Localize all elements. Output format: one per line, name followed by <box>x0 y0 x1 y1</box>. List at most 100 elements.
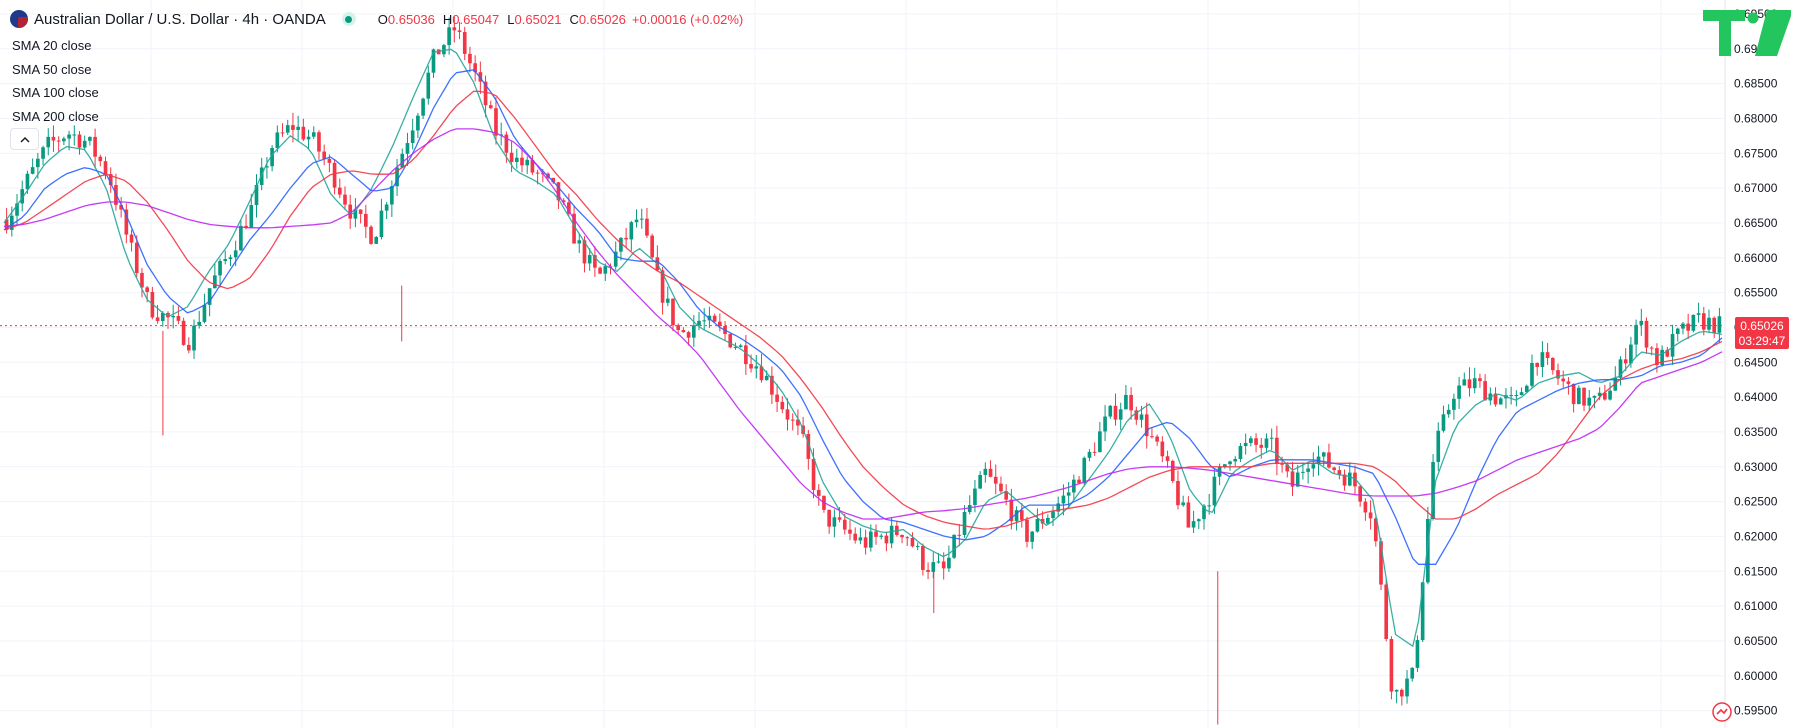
candle-body <box>1524 385 1529 393</box>
candle-body <box>936 561 941 563</box>
candle-body <box>1519 392 1524 395</box>
candle-body <box>1275 437 1279 464</box>
study-sma-50[interactable]: SMA 50 close <box>12 61 92 77</box>
candle-body <box>1540 352 1545 367</box>
candle-body <box>962 512 967 535</box>
candle-body <box>124 209 129 235</box>
candle-body <box>488 105 493 109</box>
sma-line-2 <box>3 69 1723 565</box>
aud-usd-flag-icon <box>10 10 28 28</box>
candle-body <box>254 184 259 206</box>
candle-body <box>1394 689 1399 692</box>
candle-body <box>1556 370 1560 379</box>
candle-body <box>30 167 35 174</box>
candle-body <box>192 325 196 351</box>
candle-body <box>1280 463 1284 465</box>
candle-body <box>1426 519 1430 583</box>
candle-body <box>816 489 821 496</box>
candle-body <box>1550 357 1555 371</box>
candle-body <box>1306 468 1310 472</box>
candle-body <box>551 177 556 183</box>
candle-body <box>1228 461 1232 465</box>
candle-body <box>1478 378 1482 382</box>
candle-body <box>82 140 87 148</box>
candle-body <box>947 557 951 569</box>
candle-body <box>1332 467 1336 471</box>
tradingview-logo-icon[interactable] <box>1703 10 1791 56</box>
candle-body <box>275 132 280 148</box>
candle-body <box>77 134 82 148</box>
candle-body <box>993 476 998 484</box>
candle-body <box>431 49 436 73</box>
candle-body <box>1222 464 1227 468</box>
candle-body <box>1483 381 1487 401</box>
candle-body <box>967 505 972 513</box>
candle-body <box>1592 395 1597 398</box>
candle-body <box>1290 471 1295 487</box>
candle-body <box>1618 359 1623 378</box>
candle-body <box>874 531 878 537</box>
candle-body <box>108 174 113 186</box>
candle-body <box>749 364 753 369</box>
candle-body <box>1467 379 1472 389</box>
candle-body <box>1165 456 1170 461</box>
candle-body <box>1431 461 1435 520</box>
candle-body <box>1124 394 1128 410</box>
candle-body <box>1170 460 1175 482</box>
y-tick-label: 0.59500 <box>1734 704 1778 718</box>
candle-body <box>207 288 212 305</box>
candle-body <box>202 304 207 322</box>
candle-body <box>1717 316 1722 333</box>
y-tick-label: 0.61000 <box>1734 599 1778 613</box>
candle-body <box>593 255 597 268</box>
study-sma-200[interactable]: SMA 200 close <box>12 108 99 124</box>
candle-body <box>301 126 306 140</box>
candle-body <box>67 134 71 139</box>
candle-body <box>1561 378 1566 382</box>
candle-body <box>1535 363 1540 367</box>
candle-body <box>1207 505 1212 507</box>
study-sma-100[interactable]: SMA 100 close <box>12 85 99 101</box>
low-label: L <box>507 11 515 27</box>
candle-body <box>291 125 295 130</box>
candle-body <box>379 210 384 238</box>
candle-body <box>676 325 681 331</box>
candle-body <box>1259 444 1264 448</box>
candle-body <box>36 158 40 168</box>
candle-body <box>1254 438 1258 445</box>
candle-body <box>853 533 858 541</box>
high-value: 0.65047 <box>452 11 500 27</box>
candle-body <box>1415 640 1420 668</box>
y-tick-label: 0.61500 <box>1734 564 1778 578</box>
open-value: 0.65036 <box>387 11 435 27</box>
candle-body <box>410 130 415 144</box>
candle-body <box>1103 416 1107 432</box>
candle-body <box>645 218 649 236</box>
candle-body <box>442 45 446 55</box>
y-tick-label: 0.66500 <box>1734 216 1778 230</box>
candle-body <box>868 531 873 548</box>
candle-body <box>119 204 123 210</box>
candle-body <box>983 468 988 475</box>
candle-body <box>1582 387 1586 406</box>
candle-body <box>160 312 165 321</box>
candle-body <box>926 569 930 572</box>
candle-body <box>51 136 56 141</box>
study-sma-20[interactable]: SMA 20 close <box>12 38 92 53</box>
candle-body <box>395 167 399 187</box>
candle-body <box>46 136 51 148</box>
collapse-legend-button[interactable] <box>10 128 39 150</box>
candle-body <box>327 158 332 163</box>
candle-body <box>1113 405 1118 420</box>
candle-body <box>145 287 149 292</box>
symbol-title[interactable]: Australian Dollar / U.S. Dollar · 4h · O… <box>34 10 326 28</box>
candle-body <box>332 162 337 188</box>
candle-body <box>369 226 373 244</box>
candle-body <box>1634 324 1638 345</box>
candle-body <box>988 468 993 477</box>
candle-body <box>1452 398 1456 410</box>
candle-body <box>1191 521 1196 528</box>
tradingview-small-logo-icon[interactable] <box>1712 702 1732 722</box>
